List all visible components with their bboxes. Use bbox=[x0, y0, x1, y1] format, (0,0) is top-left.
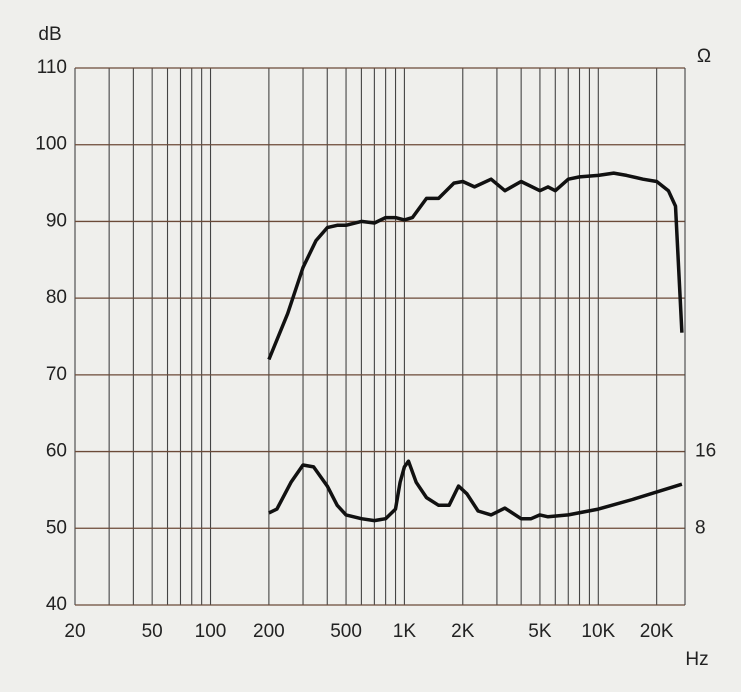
y-tick-label: 80 bbox=[46, 287, 67, 308]
x-tick-label: 1K bbox=[393, 621, 417, 642]
x-tick-label: 20K bbox=[640, 621, 674, 642]
y-tick-label: 110 bbox=[37, 57, 67, 78]
y-tick-label: 70 bbox=[46, 364, 67, 385]
x-tick-label: 5K bbox=[528, 621, 552, 642]
x-tick-label: 2K bbox=[451, 621, 475, 642]
x-axis-label: Hz bbox=[685, 649, 708, 670]
x-tick-label: 100 bbox=[195, 621, 227, 642]
y-tick-label: 50 bbox=[46, 517, 67, 538]
x-tick-label: 50 bbox=[142, 621, 163, 642]
y-tick-label: 40 bbox=[46, 594, 67, 615]
y-tick-label: 100 bbox=[35, 134, 67, 155]
x-tick-label: 20 bbox=[64, 621, 85, 642]
y-axis-label: dB bbox=[38, 24, 61, 45]
series-line bbox=[267, 171, 684, 361]
y-tick-label: 60 bbox=[46, 441, 67, 462]
y-tick-label: 90 bbox=[46, 210, 67, 231]
y2-tick-label: 16 bbox=[695, 441, 716, 462]
y2-axis-label: Ω bbox=[697, 46, 711, 67]
y2-tick-label: 8 bbox=[695, 517, 706, 538]
x-tick-label: 500 bbox=[330, 621, 362, 642]
x-tick-label: 200 bbox=[253, 621, 285, 642]
x-tick-label: 10K bbox=[581, 621, 615, 642]
series-line bbox=[268, 459, 683, 523]
